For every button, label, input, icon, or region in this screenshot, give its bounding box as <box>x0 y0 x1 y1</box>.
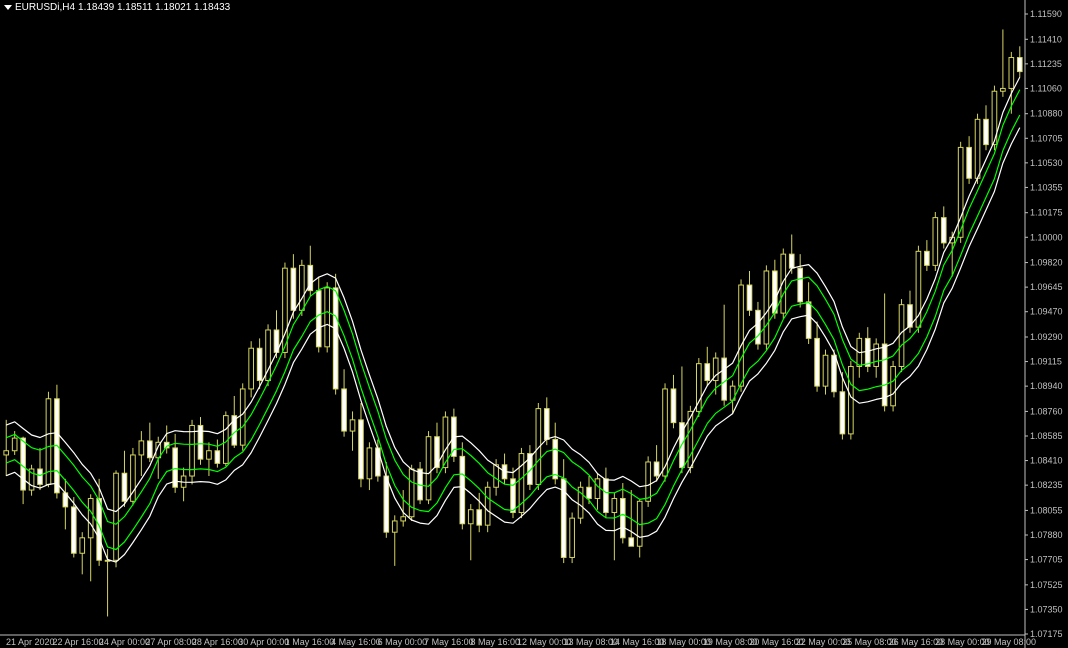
svg-text:1 May 16:00: 1 May 16:00 <box>285 637 335 647</box>
svg-text:1.07350: 1.07350 <box>1030 604 1063 614</box>
svg-text:1.10355: 1.10355 <box>1030 182 1063 192</box>
svg-text:7 May 16:00: 7 May 16:00 <box>424 637 474 647</box>
svg-text:22 Apr 16:00: 22 Apr 16:00 <box>52 637 103 647</box>
svg-text:1.10000: 1.10000 <box>1030 232 1063 242</box>
svg-text:1.09290: 1.09290 <box>1030 332 1063 342</box>
svg-text:1.10530: 1.10530 <box>1030 158 1063 168</box>
svg-text:21 Apr 2020: 21 Apr 2020 <box>6 637 55 647</box>
chart-container: EURUSDi,H4 1.18439 1.18511 1.18021 1.184… <box>0 0 1068 648</box>
svg-text:27 Apr 08:00: 27 Apr 08:00 <box>145 637 196 647</box>
svg-text:1.11590: 1.11590 <box>1030 9 1062 19</box>
chart-symbol: EURUSDi,H4 <box>15 2 75 13</box>
svg-text:1.09820: 1.09820 <box>1030 258 1063 268</box>
svg-text:1.09470: 1.09470 <box>1030 307 1063 317</box>
svg-text:1.08940: 1.08940 <box>1030 381 1063 391</box>
svg-text:1.11410: 1.11410 <box>1030 34 1062 44</box>
price-chart[interactable]: 1.071751.073501.075251.077051.078801.080… <box>0 0 1068 648</box>
svg-text:6 May 00:00: 6 May 00:00 <box>378 637 428 647</box>
svg-text:8 May 16:00: 8 May 16:00 <box>471 637 521 647</box>
svg-text:1.08410: 1.08410 <box>1030 456 1063 466</box>
svg-text:1.08760: 1.08760 <box>1030 406 1063 416</box>
chart-title-bar: EURUSDi,H4 1.18439 1.18511 1.18021 1.184… <box>4 2 230 13</box>
svg-text:1.09645: 1.09645 <box>1030 282 1063 292</box>
svg-text:1.08585: 1.08585 <box>1030 431 1063 441</box>
chart-ohlc: 1.18439 1.18511 1.18021 1.18433 <box>78 2 230 13</box>
svg-text:1.08055: 1.08055 <box>1030 505 1063 515</box>
svg-text:29 May 08:00: 29 May 08:00 <box>982 637 1037 647</box>
svg-text:1.07705: 1.07705 <box>1030 555 1063 565</box>
svg-text:4 May 16:00: 4 May 16:00 <box>331 637 381 647</box>
svg-text:30 Apr 00:00: 30 Apr 00:00 <box>238 637 289 647</box>
svg-text:28 Apr 16:00: 28 Apr 16:00 <box>192 637 243 647</box>
svg-text:1.10705: 1.10705 <box>1030 133 1063 143</box>
svg-text:1.08235: 1.08235 <box>1030 480 1063 490</box>
dropdown-icon[interactable] <box>4 5 12 10</box>
svg-text:1.07880: 1.07880 <box>1030 530 1063 540</box>
svg-text:1.11060: 1.11060 <box>1030 83 1062 93</box>
svg-text:1.09115: 1.09115 <box>1030 357 1062 367</box>
svg-text:1.11235: 1.11235 <box>1030 59 1062 69</box>
svg-text:1.07525: 1.07525 <box>1030 580 1063 590</box>
svg-text:1.10880: 1.10880 <box>1030 109 1063 119</box>
svg-text:1.10175: 1.10175 <box>1030 208 1063 218</box>
svg-text:24 Apr 00:00: 24 Apr 00:00 <box>99 637 150 647</box>
